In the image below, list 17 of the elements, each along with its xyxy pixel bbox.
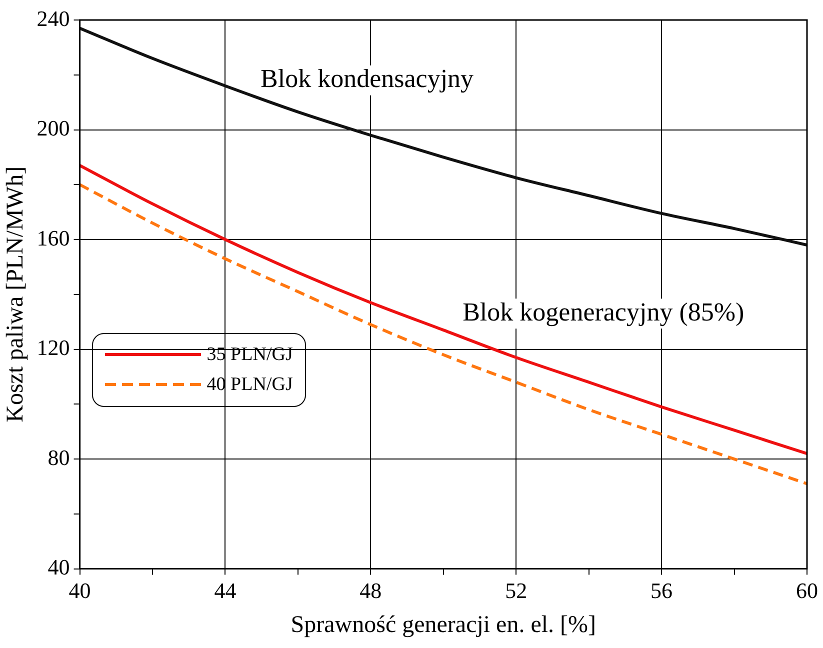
y-tick-label: 240 (36, 6, 70, 31)
x-tick-label: 40 (68, 578, 91, 603)
y-tick-label: 200 (36, 116, 70, 141)
y-tick-label: 120 (36, 335, 70, 360)
y-tick-label: 40 (48, 554, 70, 580)
x-axis-title: Sprawność generacji en. el. [%] (290, 612, 596, 638)
y-tick-label: 160 (36, 225, 70, 250)
annotation: Blok kogeneracyjny (85%) (462, 297, 744, 326)
x-tick-label: 52 (505, 578, 528, 603)
y-tick-label: 80 (48, 444, 70, 470)
annotation: Blok kondensacyjny (260, 64, 474, 94)
y-axis-title: Koszt paliwa [PLN/MWh] (2, 166, 29, 422)
legend-label: 40 PLN/GJ (206, 374, 293, 396)
x-tick-label: 60 (796, 578, 818, 603)
x-tick-label: 44 (214, 578, 236, 603)
x-tick-label: 56 (650, 578, 673, 603)
x-tick-label: 48 (360, 578, 382, 603)
